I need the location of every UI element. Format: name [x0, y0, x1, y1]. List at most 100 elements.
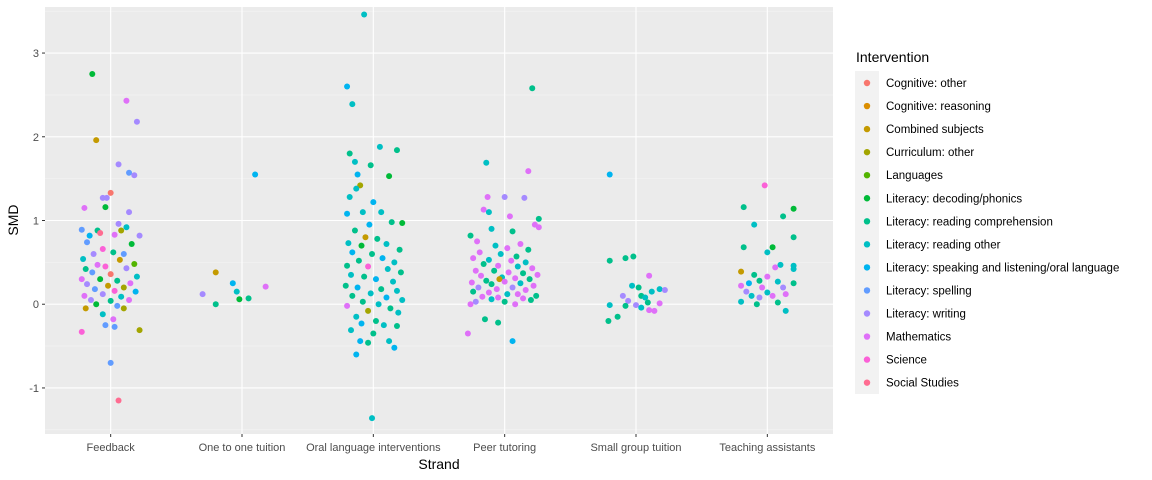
data-point — [606, 257, 613, 264]
legend-label: Cognitive: other — [886, 78, 967, 90]
data-point — [743, 288, 750, 295]
data-point — [97, 230, 104, 237]
data-point — [344, 262, 351, 269]
data-point — [483, 277, 490, 284]
data-point — [132, 288, 139, 295]
data-point — [769, 292, 776, 299]
data-point — [622, 255, 629, 262]
data-point — [82, 266, 89, 273]
data-point — [638, 304, 645, 311]
data-point — [236, 296, 243, 303]
data-point — [514, 263, 521, 270]
legend-key — [863, 102, 871, 110]
data-point — [351, 158, 358, 165]
data-point — [488, 296, 495, 303]
data-point — [485, 289, 492, 296]
data-point — [86, 232, 93, 239]
data-point — [391, 259, 398, 266]
legend-key — [863, 264, 871, 271]
data-point — [488, 281, 495, 288]
data-point — [365, 339, 372, 346]
data-point — [123, 97, 130, 104]
data-point — [748, 292, 755, 299]
data-point — [514, 291, 521, 298]
data-points — [78, 11, 797, 422]
data-point — [354, 284, 361, 291]
data-point — [359, 209, 366, 216]
data-point — [648, 288, 655, 295]
x-tick-label: One to one tuition — [199, 442, 286, 454]
x-tick-label: Small group tuition — [590, 442, 681, 454]
legend-label: Literacy: reading other — [886, 239, 1001, 251]
data-point — [386, 338, 393, 345]
legend-label: Languages — [886, 170, 943, 182]
data-point — [530, 282, 537, 289]
data-point — [756, 277, 763, 284]
data-point — [475, 284, 482, 291]
data-point — [629, 282, 636, 289]
data-point — [116, 256, 123, 263]
data-point — [764, 289, 771, 296]
data-point — [651, 307, 658, 314]
data-point — [468, 279, 475, 286]
data-point — [470, 255, 477, 262]
data-point — [480, 261, 487, 268]
data-point — [99, 291, 106, 298]
data-point — [375, 301, 382, 308]
data-point — [535, 215, 542, 222]
data-point — [491, 267, 498, 274]
data-point — [133, 273, 140, 280]
data-point — [344, 83, 351, 90]
data-point — [365, 263, 372, 270]
legend-label: Literacy: spelling — [886, 285, 972, 297]
data-point — [517, 280, 524, 287]
data-point — [506, 213, 513, 220]
legend-label: Literacy: writing — [886, 309, 966, 321]
data-point — [99, 245, 106, 252]
data-point — [393, 287, 400, 294]
legend-label: Literacy: decoding/phonics — [886, 193, 1022, 205]
data-point — [390, 278, 397, 285]
data-point — [606, 171, 613, 178]
data-point — [107, 271, 114, 278]
data-point — [115, 397, 122, 404]
data-point — [367, 290, 374, 297]
data-point — [78, 276, 85, 283]
data-point — [99, 311, 106, 318]
legend-label: Science — [886, 355, 927, 367]
data-point — [521, 194, 528, 201]
y-tick-label: -1 — [29, 383, 39, 395]
data-point — [374, 235, 381, 242]
y-tick-label: 1 — [33, 216, 39, 228]
data-point — [509, 338, 516, 345]
data-point — [133, 118, 140, 125]
data-point — [777, 261, 784, 268]
data-point — [115, 161, 122, 168]
data-point — [738, 298, 745, 305]
data-point — [369, 415, 376, 422]
data-point — [790, 205, 797, 212]
data-point — [738, 282, 745, 289]
data-point — [359, 298, 366, 305]
data-point — [501, 278, 508, 285]
data-point — [520, 295, 527, 302]
data-point — [81, 292, 88, 299]
data-point — [370, 199, 377, 206]
data-point — [81, 204, 88, 211]
legend-label: Curriculum: other — [886, 147, 974, 159]
data-point — [533, 292, 540, 299]
data-point — [756, 294, 763, 301]
data-point — [383, 240, 390, 247]
data-point — [790, 280, 797, 287]
data-point — [362, 234, 369, 241]
data-point — [233, 288, 240, 295]
data-point — [505, 269, 512, 276]
data-point — [370, 330, 377, 337]
legend-key — [863, 125, 871, 133]
data-point — [525, 168, 532, 175]
data-point — [476, 249, 483, 256]
data-point — [522, 286, 529, 293]
data-point — [358, 320, 365, 327]
data-point — [346, 194, 353, 201]
data-point — [764, 273, 771, 280]
